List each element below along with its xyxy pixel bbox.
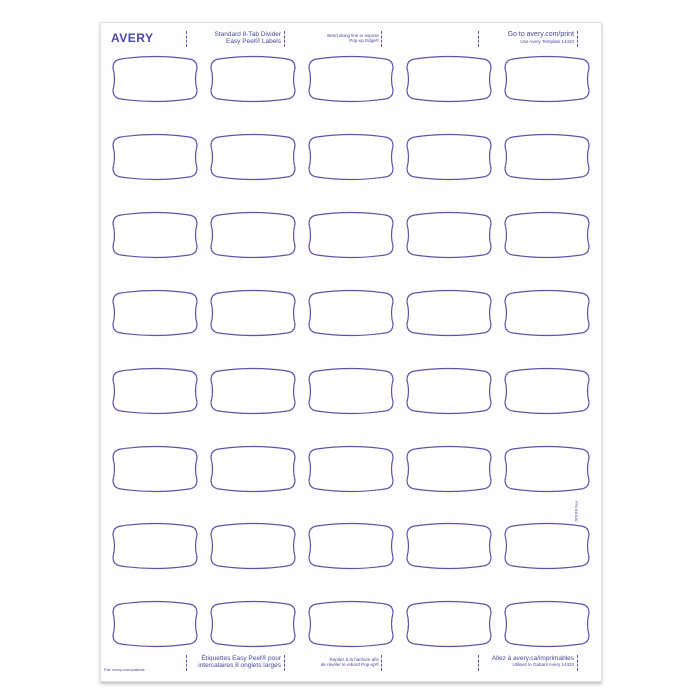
divider-line <box>478 655 479 671</box>
divider-line <box>577 655 578 671</box>
fr-bend-instruction: Repliez à la hachure afin de révéler le … <box>321 657 379 667</box>
divider-line <box>284 655 285 671</box>
tab-label <box>111 211 199 264</box>
tab-label <box>405 600 493 653</box>
patents-text: Pat: avery.com/patents <box>104 667 145 672</box>
fr-product-line1: Étiquettes Easy Peel® pour <box>201 655 281 662</box>
part-number: P/N 640181 <box>574 501 579 523</box>
product-title-line1: Standard 8-Tab Divider <box>214 31 281 38</box>
template-number: Use Avery Template 14433 <box>520 39 574 45</box>
divider-line <box>186 655 187 671</box>
tab-label <box>405 133 493 186</box>
tab-label <box>503 522 591 575</box>
divider-line <box>284 31 285 47</box>
tab-label <box>209 289 297 342</box>
bend-line2: Pop-up Edge® <box>349 38 379 44</box>
tab-label <box>503 600 591 653</box>
tab-label <box>405 367 493 420</box>
fr-product-title: Étiquettes Easy Peel® pour intercalaires… <box>198 655 281 670</box>
tab-label <box>503 445 591 498</box>
bend-line1: Bend along line to expose <box>327 33 379 38</box>
tab-label <box>503 211 591 264</box>
tab-label <box>111 289 199 342</box>
goto-link: Go to avery.com/print <box>507 31 574 38</box>
divider-line <box>577 31 578 47</box>
tab-label <box>503 133 591 186</box>
fr-product-line2: intercalaires 8 onglets larges <box>198 662 281 670</box>
tab-label <box>307 445 395 498</box>
tab-label <box>111 445 199 498</box>
tab-label <box>307 367 395 420</box>
tab-label <box>307 133 395 186</box>
tab-label <box>209 600 297 653</box>
tab-label <box>111 367 199 420</box>
tab-label <box>405 289 493 342</box>
fr-template-info: Allez à avery.ca/imprimables Utilisez le… <box>492 655 574 668</box>
product-title: Standard 8-Tab Divider Easy Peel® Labels <box>215 31 281 46</box>
tab-label <box>111 55 199 108</box>
tab-label <box>209 445 297 498</box>
tab-label <box>307 600 395 653</box>
tab-label <box>111 522 199 575</box>
fr-template-number: Utilisez le Gabarit Avery 14433 <box>512 662 574 668</box>
tab-label <box>405 522 493 575</box>
fr-goto-link: Allez à avery.ca/imprimables <box>491 655 574 662</box>
tab-label <box>307 289 395 342</box>
tab-label <box>209 367 297 420</box>
divider-line <box>381 31 382 47</box>
bend-instruction: Bend along line to expose Pop-up Edge® <box>327 33 379 43</box>
tab-label <box>209 211 297 264</box>
tab-label <box>405 211 493 264</box>
tab-label <box>405 55 493 108</box>
tab-label <box>405 445 493 498</box>
product-title-line2: Easy Peel® Labels <box>225 38 281 46</box>
avery-logo: AVERY <box>111 31 154 45</box>
tab-label <box>111 600 199 653</box>
fr-bend-line1: Repliez à la hachure afin <box>329 657 379 662</box>
tab-label <box>307 211 395 264</box>
label-sheet: AVERY Standard 8-Tab Divider Easy Peel® … <box>100 22 602 682</box>
tab-label <box>111 133 199 186</box>
divider-line <box>381 655 382 671</box>
tab-label <box>209 522 297 575</box>
tab-label <box>209 55 297 108</box>
tab-label <box>209 133 297 186</box>
divider-line <box>186 31 187 47</box>
tab-label <box>503 367 591 420</box>
divider-line <box>478 31 479 47</box>
tab-label <box>307 55 395 108</box>
tab-label <box>503 289 591 342</box>
tab-label <box>307 522 395 575</box>
tab-label <box>503 55 591 108</box>
template-info: Go to avery.com/print Use Avery Template… <box>508 31 574 44</box>
fr-bend-line2: de révéler le rebord Pop-up® <box>320 662 379 668</box>
